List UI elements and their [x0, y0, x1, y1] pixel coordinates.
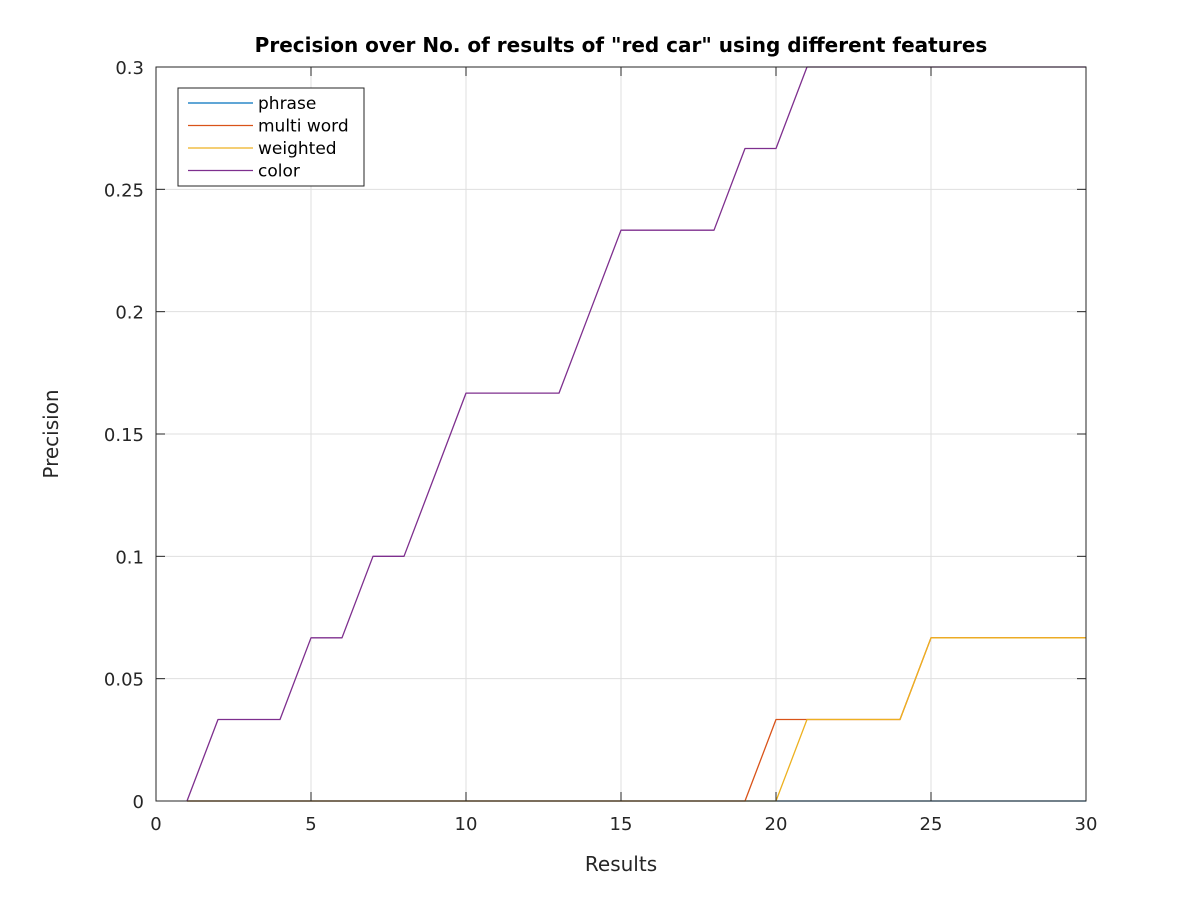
y-tick-label: 0.05 [104, 670, 144, 691]
y-tick-label: 0.3 [115, 58, 144, 79]
x-tick-label: 20 [765, 814, 788, 835]
legend-box [177, 87, 365, 187]
x-tick-label: 10 [455, 814, 478, 835]
series-line-weighted [187, 637, 1086, 802]
legend-label: weighted [258, 139, 337, 159]
legend-entry: multi word [188, 117, 349, 137]
legend-entry: weighted [188, 139, 337, 159]
y-tick-label: 0 [133, 792, 144, 813]
x-tick-label: 30 [1075, 814, 1098, 835]
legend-label: phrase [258, 94, 316, 114]
x-tick-label: 0 [150, 814, 161, 835]
x-tick-label: 25 [920, 814, 943, 835]
x-tick-label: 5 [305, 814, 316, 835]
ticks: 0 5 10 15 20 25 30 0 0.05 0.1 0.15 0.2 0.25 0.3 [104, 58, 1098, 835]
legend-entry: color [188, 162, 300, 182]
y-tick-label: 0.2 [115, 303, 144, 324]
legend-label: color [258, 162, 300, 182]
grid-lines [156, 67, 1086, 801]
y-tick-label: 0.15 [104, 425, 144, 446]
legend-label: multi word [258, 117, 349, 137]
legend-entry: phrase [188, 94, 316, 114]
y-tick-label: 0.1 [115, 547, 144, 568]
y-axis-label: Precision [39, 389, 63, 478]
chart-title: Precision over No. of results of "red ca… [255, 33, 988, 57]
x-tick-label: 15 [610, 814, 633, 835]
x-axis-label: Results [585, 852, 657, 876]
y-tick-label: 0.25 [104, 180, 144, 201]
series-line-multi-word [187, 637, 1086, 802]
